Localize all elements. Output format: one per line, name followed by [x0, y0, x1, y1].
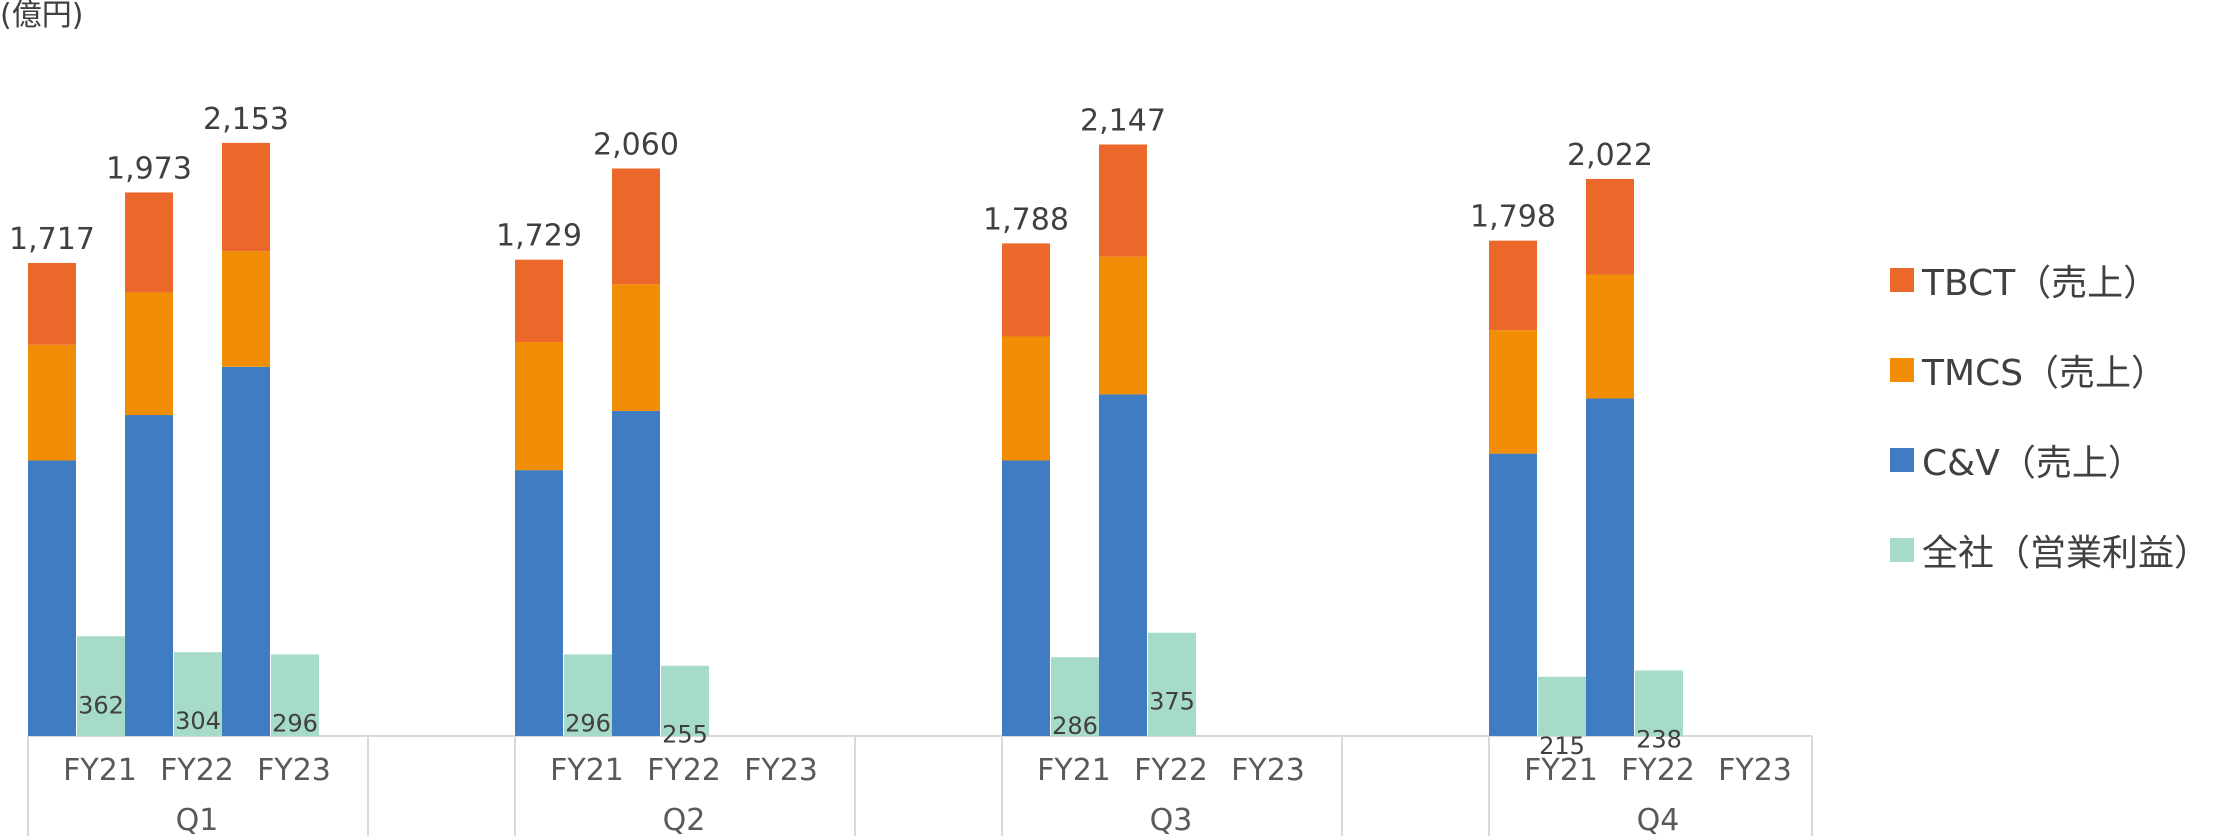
bar-segment-tbct — [1489, 240, 1537, 331]
bar-operating-profit — [564, 654, 612, 736]
unit-label: (億円) — [0, 0, 84, 33]
bar-segment-tbct — [222, 142, 270, 252]
bar-total-label: 2,153 — [203, 102, 289, 137]
bar-segment-tmcs — [1586, 274, 1634, 399]
bar-segment-cv — [1489, 453, 1537, 736]
bar-total-label: 1,717 — [9, 222, 95, 257]
bar-segment-tbct — [125, 192, 173, 293]
x-tick-label: FY23 — [744, 753, 818, 788]
op-data-label: 238 — [1636, 725, 1682, 753]
legend-label-tbct: TBCT（売上） — [1922, 263, 2160, 304]
op-data-label: 296 — [565, 709, 611, 737]
bar-operating-profit — [1635, 670, 1683, 736]
x-tick-label: FY21 — [1037, 753, 1111, 788]
x-tick-label: FY23 — [257, 753, 331, 788]
x-tick-label: FY22 — [1621, 753, 1695, 788]
legend-item-tmcs[interactable]: TMCS（売上） — [1890, 325, 2210, 415]
legend-item-tbct[interactable]: TBCT（売上） — [1890, 235, 2210, 325]
legend-swatch-tbct — [1890, 268, 1914, 292]
bar-segment-cv — [612, 410, 660, 736]
bar-segment-cv — [515, 470, 563, 736]
bar-total-label: 1,729 — [496, 219, 582, 254]
bar-segment-cv — [1002, 460, 1050, 736]
bar-segment-cv — [1099, 394, 1147, 736]
x-group-label: Q4 — [1637, 803, 1680, 836]
bar-segment-tbct — [28, 262, 76, 345]
bar-total-label: 2,060 — [593, 127, 679, 162]
bar-segment-tbct — [1002, 243, 1050, 337]
x-group-label: Q1 — [176, 803, 219, 836]
x-group-label: Q2 — [663, 803, 706, 836]
legend-item-cv[interactable]: C&V（売上） — [1890, 415, 2210, 505]
bar-segment-tmcs — [28, 344, 76, 461]
bar-segment-cv — [222, 366, 270, 736]
x-tick-label: FY22 — [1134, 753, 1208, 788]
op-data-label: 286 — [1052, 712, 1098, 740]
bar-total-label: 2,147 — [1080, 104, 1166, 139]
bar-segment-tmcs — [1002, 336, 1050, 461]
legend: TBCT（売上） TMCS（売上） C&V（売上） 全社（営業利益） — [1890, 235, 2210, 595]
bar-segment-tmcs — [515, 342, 563, 471]
legend-swatch-cv — [1890, 448, 1914, 472]
bar-segment-tbct — [1586, 178, 1634, 275]
legend-label-op: 全社（営業利益） — [1922, 533, 2211, 574]
legend-swatch-tmcs — [1890, 358, 1914, 382]
bar-segment-tmcs — [1099, 256, 1147, 395]
bar-segment-cv — [1586, 398, 1634, 736]
bar-segment-cv — [125, 415, 173, 736]
bar-total-label: 2,022 — [1567, 138, 1653, 173]
x-tick-label: FY22 — [160, 753, 234, 788]
op-data-label: 375 — [1149, 688, 1195, 716]
bar-segment-tbct — [612, 168, 660, 285]
x-tick-label: FY21 — [63, 753, 137, 788]
x-tick-label: FY22 — [647, 753, 721, 788]
bar-operating-profit — [174, 652, 222, 736]
op-data-label: 255 — [662, 721, 708, 749]
bar-segment-tmcs — [222, 251, 270, 367]
bar-operating-profit — [77, 636, 125, 736]
x-tick-label: FY23 — [1718, 753, 1792, 788]
bar-operating-profit — [1538, 676, 1586, 736]
legend-swatch-op — [1890, 538, 1914, 562]
bar-total-label: 1,973 — [106, 151, 192, 186]
x-group-label: Q3 — [1150, 803, 1193, 836]
legend-label-tmcs: TMCS（売上） — [1922, 353, 2168, 394]
legend-item-op[interactable]: 全社（営業利益） — [1890, 505, 2210, 595]
op-data-label: 296 — [272, 709, 318, 737]
bar-segment-cv — [28, 460, 76, 736]
bar-segment-tmcs — [612, 284, 660, 411]
bar-segment-tmcs — [1489, 330, 1537, 454]
bar-segment-tmcs — [125, 292, 173, 416]
bar-segment-tbct — [1099, 144, 1147, 257]
x-tick-label: FY21 — [550, 753, 624, 788]
legend-label-cv: C&V（売上） — [1922, 443, 2144, 484]
stacked-bar-chart: FY21 FY22 FY23 Q1 FY21 FY22 FY23 Q2 FY21 FY22 FY23… — [9, 102, 1813, 836]
bar-operating-profit — [1148, 632, 1196, 736]
bar-segment-tbct — [515, 259, 563, 343]
bar-operating-profit — [1051, 657, 1099, 736]
op-data-label: 304 — [175, 707, 221, 735]
op-data-label: 362 — [78, 691, 124, 719]
x-tick-label: FY21 — [1524, 753, 1598, 788]
bar-operating-profit — [271, 654, 319, 736]
bar-total-label: 1,788 — [983, 202, 1069, 237]
bar-operating-profit — [661, 665, 709, 736]
op-data-label: 215 — [1539, 732, 1585, 760]
bar-total-label: 1,798 — [1470, 200, 1556, 235]
x-tick-label: FY23 — [1231, 753, 1305, 788]
